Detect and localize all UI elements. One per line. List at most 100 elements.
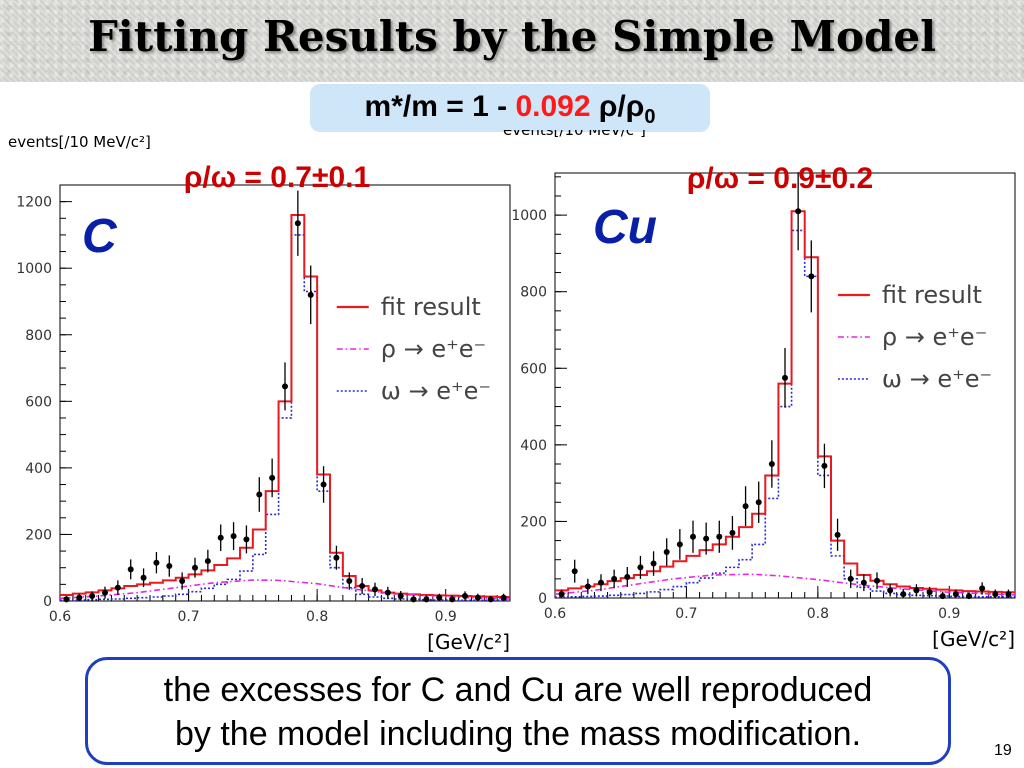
data-point bbox=[204, 558, 211, 565]
formula-prefix: m*/m = 1 - bbox=[364, 90, 516, 123]
data-point bbox=[217, 534, 224, 541]
data-point bbox=[847, 575, 854, 582]
data-point bbox=[755, 499, 762, 506]
title-banner bbox=[0, 0, 1024, 82]
data-point bbox=[243, 536, 250, 543]
conclusion-box: the excesses for C and Cu are well repro… bbox=[85, 657, 951, 765]
data-point bbox=[384, 589, 391, 596]
data-point bbox=[359, 583, 366, 590]
y-tick-label: 1000 bbox=[511, 208, 547, 224]
data-point bbox=[834, 531, 841, 538]
data-point bbox=[346, 578, 353, 585]
y-tick-label: 800 bbox=[520, 285, 547, 301]
data-point bbox=[102, 589, 108, 596]
legend-label: ρ → e⁺e⁻ bbox=[882, 323, 987, 351]
data-point bbox=[979, 585, 986, 592]
data-point bbox=[808, 273, 815, 280]
x-tick-label: 0.9 bbox=[435, 609, 457, 625]
x-tick-label: 0.9 bbox=[938, 606, 960, 622]
data-point bbox=[423, 596, 430, 603]
data-point bbox=[571, 568, 578, 575]
formula-subscript: 0 bbox=[644, 106, 656, 128]
data-point bbox=[795, 208, 802, 215]
legend-label: fit result bbox=[381, 293, 481, 321]
y-axis-label: events[/10 MeV/c²] bbox=[8, 133, 151, 151]
conclusion-line-1: the excesses for C and Cu are well repro… bbox=[163, 671, 873, 709]
y-tick-label: 1000 bbox=[16, 261, 52, 277]
data-point bbox=[768, 460, 775, 467]
page-number: 19 bbox=[994, 742, 1012, 759]
legend-label: fit result bbox=[882, 281, 982, 309]
data-point bbox=[939, 593, 946, 600]
data-point bbox=[76, 594, 83, 601]
data-point bbox=[256, 491, 263, 498]
mass-formula-box: m*/m = 1 - 0.092 ρ/ρ0 bbox=[310, 84, 710, 132]
data-point bbox=[500, 594, 507, 601]
data-point bbox=[900, 591, 907, 598]
data-point bbox=[449, 596, 456, 603]
data-point bbox=[703, 535, 710, 542]
y-tick-label: 600 bbox=[25, 394, 52, 410]
y-tick-label: 400 bbox=[520, 438, 547, 454]
data-point bbox=[584, 583, 591, 590]
legend-label: ω → e⁺e⁻ bbox=[381, 377, 491, 405]
data-point bbox=[474, 594, 481, 601]
conclusion-line-2: by the model including the mass modifica… bbox=[174, 715, 862, 753]
data-point bbox=[282, 383, 288, 390]
data-point bbox=[926, 589, 933, 596]
data-point bbox=[192, 564, 198, 571]
data-point bbox=[307, 291, 314, 298]
ratio-label: ρ/ω = 0.9±0.2 bbox=[687, 162, 873, 195]
target-label: Cu bbox=[593, 201, 657, 254]
data-point bbox=[294, 220, 301, 227]
data-point bbox=[782, 374, 788, 381]
rho-component-curve bbox=[59, 579, 511, 600]
data-point bbox=[372, 586, 378, 593]
y-tick-label: 0 bbox=[538, 591, 547, 607]
chart-panel-carbon: 0 200 400 600 800 1000 1200 0.6 0.7 0.8 0.9 events[… bbox=[8, 133, 511, 654]
data-point bbox=[462, 593, 468, 600]
data-point bbox=[874, 577, 880, 584]
data-point bbox=[269, 474, 276, 481]
data-point bbox=[887, 587, 894, 594]
data-point bbox=[716, 533, 723, 540]
data-point bbox=[952, 591, 959, 598]
data-point bbox=[179, 578, 186, 585]
data-point bbox=[230, 533, 237, 540]
legend-label: ρ → e⁺e⁻ bbox=[381, 335, 486, 363]
formula-coefficient: 0.092 bbox=[515, 90, 591, 123]
ratio-label: ρ/ω = 0.7±0.1 bbox=[184, 161, 370, 194]
y-tick-label: 0 bbox=[43, 594, 52, 610]
y-tick-label: 400 bbox=[25, 461, 52, 477]
data-point bbox=[436, 594, 443, 601]
data-point bbox=[397, 593, 404, 600]
data-point bbox=[114, 584, 121, 591]
data-point bbox=[127, 566, 134, 573]
slide-title: Fitting Results by the Simple Model bbox=[87, 12, 937, 61]
data-point bbox=[320, 481, 327, 488]
x-axis-label: [GeV/c²] bbox=[932, 627, 1015, 651]
data-point bbox=[821, 462, 828, 469]
x-tick-label: 0.6 bbox=[49, 609, 71, 625]
y-tick-label: 200 bbox=[25, 527, 52, 543]
data-point bbox=[966, 593, 972, 600]
data-point bbox=[153, 559, 160, 566]
chart-panel-copper: 0 200 400 600 800 1000 0.6 0.7 0.8 0.9 events[/10 … bbox=[503, 130, 1016, 651]
data-point bbox=[1005, 591, 1012, 598]
y-tick-label: 800 bbox=[25, 328, 52, 344]
charts-area: 0 200 400 600 800 1000 1200 0.6 0.7 0.8 0.9 events[… bbox=[8, 130, 1016, 654]
data-point bbox=[63, 596, 70, 603]
data-point bbox=[333, 554, 340, 561]
data-point bbox=[690, 533, 696, 540]
data-point bbox=[140, 574, 147, 581]
data-point bbox=[624, 573, 631, 580]
data-point bbox=[860, 579, 867, 586]
omega-component-histogram bbox=[60, 234, 510, 602]
legend-label: ω → e⁺e⁻ bbox=[882, 365, 992, 393]
target-label: C bbox=[82, 210, 118, 263]
data-point bbox=[742, 503, 749, 510]
x-tick-label: 0.6 bbox=[544, 606, 566, 622]
data-point bbox=[410, 596, 417, 603]
data-point bbox=[611, 575, 618, 582]
data-point bbox=[729, 529, 736, 536]
